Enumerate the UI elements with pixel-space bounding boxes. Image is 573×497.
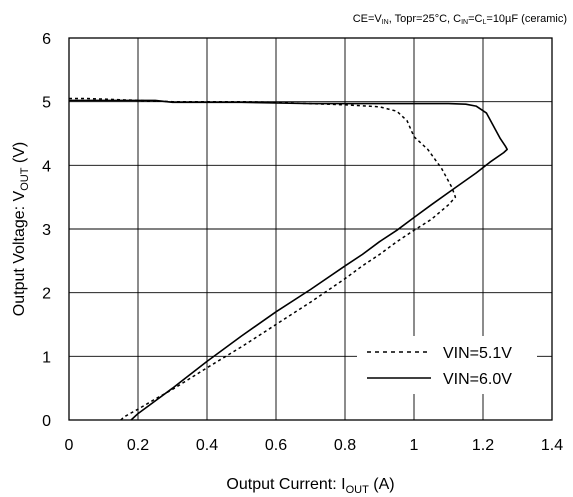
axis-label-main: Output Current: I [226, 476, 345, 493]
axis-label-unit: (A) [369, 476, 395, 493]
y-tick-label: 0 [42, 413, 51, 430]
x-tick-label: 0.2 [127, 437, 149, 454]
y-axis-label: Output Voltage: VOUT (V) [11, 142, 31, 316]
axis-label-subscript: OUT [19, 167, 31, 191]
legend: VIN=5.1V VIN=6.0V [367, 345, 512, 388]
legend-label: VIN=5.1V [443, 345, 512, 362]
legend-box [357, 336, 537, 394]
conditions-note: CE=VIN, Topr=25°C, CIN=CL=10µF (ceramic) [353, 13, 567, 26]
x-tick-label: 0.6 [265, 437, 287, 454]
x-axis-label: Output Current: IOUT (A) [226, 476, 394, 496]
x-tick-label: 1 [410, 437, 419, 454]
conditions-part: IN [461, 19, 468, 26]
y-tick-label: 1 [42, 349, 51, 366]
conditions-text: CE=VIN, Topr=25°C, CIN=CL=10µF (ceramic) [353, 13, 567, 26]
y-tick-labels: 0 1 2 3 4 5 6 [42, 31, 51, 430]
axis-label-subscript: OUT [346, 484, 370, 496]
y-tick-label: 2 [42, 286, 51, 303]
series-layer [69, 97, 508, 421]
conditions-part: L [482, 19, 486, 26]
legend-label: VIN=6.0V [443, 371, 512, 388]
y-tick-label: 3 [42, 222, 51, 239]
y-tick-label: 6 [42, 31, 51, 48]
plot-frame [68, 37, 553, 421]
x-tick-label: 1.2 [472, 437, 494, 454]
conditions-part: CE=V [353, 13, 383, 25]
x-tick-label: 0.4 [196, 437, 218, 454]
x-tick-label: 0.8 [334, 437, 356, 454]
axis-label-unit: (V) [11, 142, 28, 168]
x-tick-label: 0 [65, 437, 74, 454]
conditions-part: =10µF (ceramic) [486, 13, 567, 25]
x-tick-labels: 0 0.2 0.4 0.6 0.8 1 1.2 1.4 [65, 437, 564, 454]
conditions-part: =C [468, 13, 482, 25]
series-line-vin-6-0v [69, 99, 508, 421]
y-tick-label: 4 [42, 158, 51, 175]
y-tick-label: 5 [42, 95, 51, 112]
conditions-part: IN [382, 19, 389, 26]
conditions-part: , Topr=25°C, C [389, 13, 461, 25]
axis-label-main: Output Voltage: V [11, 190, 28, 316]
x-tick-label: 1.4 [541, 437, 563, 454]
series-line-vin-5-1v [69, 97, 457, 421]
